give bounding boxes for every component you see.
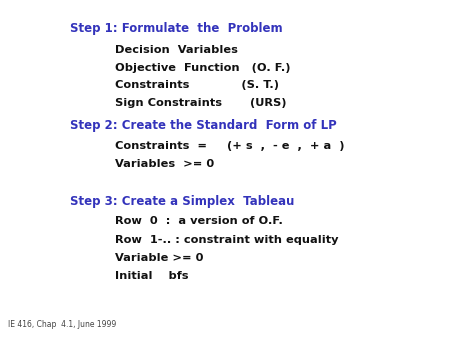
Text: Initial    bfs: Initial bfs (115, 271, 188, 281)
Text: Sign Constraints       (URS): Sign Constraints (URS) (115, 98, 286, 108)
Text: Step 1: Formulate  the  Problem: Step 1: Formulate the Problem (70, 23, 283, 35)
Text: Variables  >= 0: Variables >= 0 (115, 159, 214, 169)
Text: Step 2: Create the Standard  Form of LP: Step 2: Create the Standard Form of LP (70, 119, 337, 132)
Text: Constraints  =     (+ s  ,  - e  ,  + a  ): Constraints = (+ s , - e , + a ) (115, 141, 344, 151)
Text: Constraints             (S. T.): Constraints (S. T.) (115, 80, 279, 90)
Text: Decision  Variables: Decision Variables (115, 45, 238, 55)
Text: Objective  Function   (O. F.): Objective Function (O. F.) (115, 63, 290, 73)
Text: Variable >= 0: Variable >= 0 (115, 253, 203, 263)
Text: Row  0  :  a version of O.F.: Row 0 : a version of O.F. (115, 216, 283, 226)
Text: Row  1-.. : constraint with equality: Row 1-.. : constraint with equality (115, 235, 338, 245)
Text: Step 3: Create a Simplex  Tableau: Step 3: Create a Simplex Tableau (70, 195, 294, 208)
Text: IE 416, Chap  4.1, June 1999: IE 416, Chap 4.1, June 1999 (8, 319, 117, 329)
